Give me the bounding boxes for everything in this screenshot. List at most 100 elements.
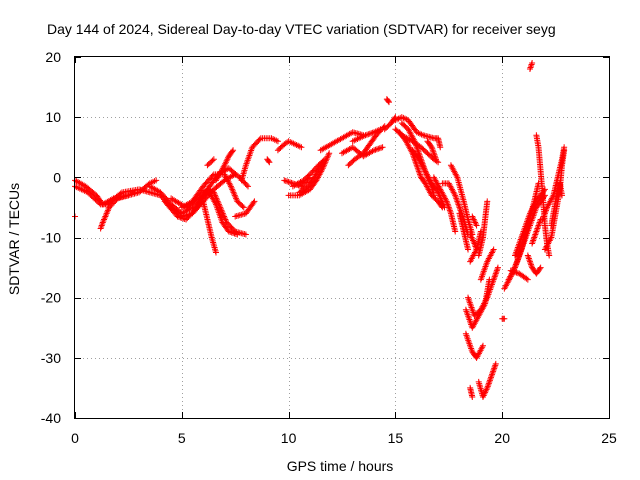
- data-point: [287, 179, 294, 186]
- data-point: [465, 246, 472, 253]
- data-point: [363, 131, 370, 138]
- data-point: [174, 213, 181, 220]
- data-point: [285, 178, 292, 185]
- data-series: [507, 267, 531, 283]
- data-series: [212, 147, 237, 184]
- x-tick-label: 10: [281, 430, 297, 446]
- data-point: [523, 275, 530, 282]
- data-series: [204, 156, 217, 169]
- data-point: [284, 178, 291, 185]
- data-point: [512, 269, 519, 276]
- data-point: [228, 229, 235, 236]
- axes: 0 5 10 15 20 25 -40 -30 -20 -10 0 10 20: [41, 49, 617, 446]
- data-series: [97, 192, 132, 232]
- data-series: [475, 198, 491, 259]
- data-point: [435, 159, 442, 166]
- data-point: [265, 158, 272, 165]
- data-series: [345, 123, 388, 169]
- data-point: [266, 159, 273, 166]
- data-series: [409, 147, 448, 211]
- plot-frame: [74, 56, 610, 419]
- data-point: [479, 342, 486, 349]
- data-point: [490, 246, 497, 253]
- data-series: [524, 252, 544, 277]
- data-series: [178, 171, 247, 211]
- data-point: [509, 268, 516, 275]
- data-series: [424, 138, 439, 163]
- data-point: [427, 143, 434, 150]
- data-point: [288, 179, 295, 186]
- data-point: [298, 144, 305, 151]
- data-series: [392, 114, 444, 151]
- data-point: [371, 147, 378, 154]
- data-series: [526, 60, 536, 73]
- x-axis-label: GPS time / hours: [287, 458, 394, 474]
- y-tick-label: -10: [41, 230, 61, 246]
- data-point: [245, 183, 252, 190]
- data-point: [209, 172, 216, 179]
- data-point: [210, 156, 217, 163]
- data-point: [437, 144, 444, 151]
- data-point: [282, 177, 289, 184]
- data-point: [230, 147, 237, 154]
- data-point: [96, 200, 103, 207]
- x-tick-label: 0: [71, 430, 79, 446]
- data-point: [240, 204, 247, 211]
- data-point: [469, 393, 476, 400]
- data-point: [537, 216, 544, 223]
- data-series: [430, 174, 459, 235]
- data-markers: [72, 60, 568, 400]
- data-point: [368, 130, 375, 137]
- data-point: [385, 98, 392, 105]
- data-point: [494, 264, 501, 271]
- data-point: [319, 159, 326, 166]
- x-tick-label: 5: [178, 430, 186, 446]
- y-tick-label: -30: [41, 350, 61, 366]
- data-point: [385, 99, 392, 106]
- data-point: [251, 198, 258, 205]
- data-point: [510, 268, 517, 275]
- data-series: [469, 213, 480, 229]
- data-series: [200, 198, 219, 256]
- data-series: [447, 162, 476, 238]
- data-series: [467, 228, 484, 265]
- data-point: [536, 265, 543, 272]
- data-point: [274, 138, 281, 145]
- data-point: [546, 252, 553, 259]
- data-point: [452, 228, 459, 235]
- x-tick-label: 25: [601, 430, 617, 446]
- data-point: [473, 222, 480, 229]
- data-series: [238, 135, 281, 184]
- data-point: [372, 146, 379, 153]
- data-point: [234, 231, 241, 238]
- x-tick-label: 20: [494, 430, 510, 446]
- data-series: [477, 246, 497, 283]
- data-point: [492, 360, 499, 367]
- data-point: [209, 157, 216, 164]
- x-tick-label: 15: [388, 430, 404, 446]
- data-series: [381, 114, 399, 133]
- data-point: [432, 156, 439, 163]
- data-point: [375, 145, 382, 152]
- data-point: [365, 131, 372, 138]
- data-point: [529, 60, 536, 67]
- data-series: [499, 315, 508, 322]
- data-series: [548, 180, 566, 229]
- data-series: [206, 189, 241, 238]
- data-point: [326, 150, 333, 157]
- data-point: [524, 276, 531, 283]
- data-point: [477, 228, 484, 235]
- y-tick-label: 10: [45, 109, 61, 125]
- data-point: [378, 144, 385, 151]
- data-series: [264, 156, 273, 166]
- y-tick-label: 0: [53, 169, 61, 185]
- data-series: [467, 384, 476, 400]
- data-point: [379, 144, 386, 151]
- data-point: [501, 315, 508, 322]
- data-point: [175, 213, 182, 220]
- data-point: [243, 182, 250, 189]
- chart-title: Day 144 of 2024, Sidereal Day-to-day VTE…: [47, 21, 556, 37]
- data-series: [462, 276, 493, 331]
- y-tick-label: 20: [45, 49, 61, 65]
- data-point: [486, 276, 493, 283]
